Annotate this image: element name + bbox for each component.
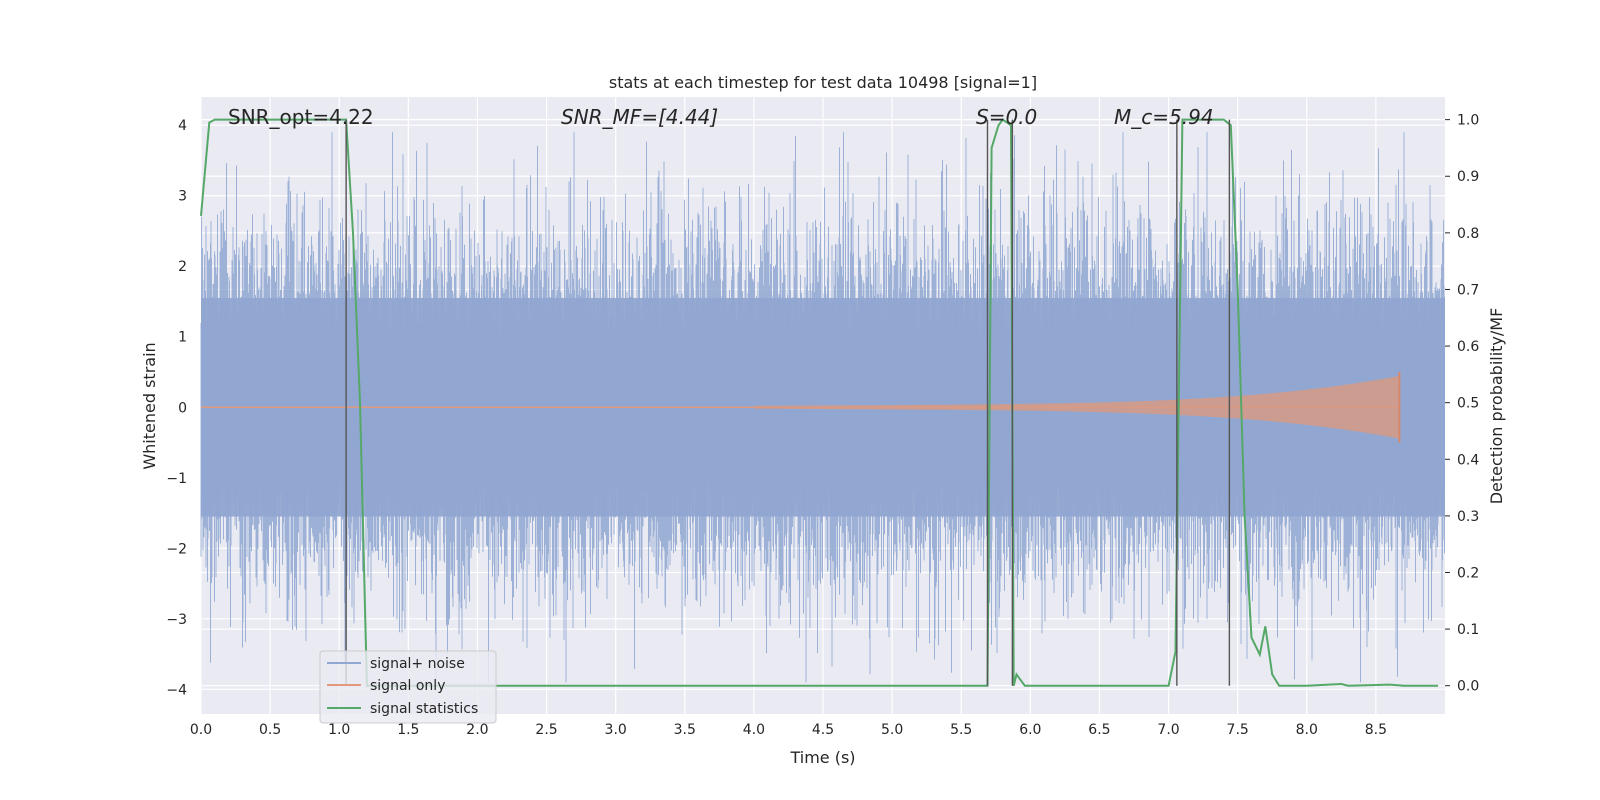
annotation-snr-opt: SNR_opt=4.22 — [228, 105, 374, 129]
x-tick-label: 2.0 — [466, 722, 488, 738]
x-tick-label: 4.0 — [743, 722, 765, 738]
y-right-tick-labels: 0.0 0.1 0.2 0.3 0.4 0.5 0.6 0.7 0.8 0.9 1.0 — [1445, 113, 1479, 695]
y-left-tick-label: 2 — [178, 259, 187, 275]
legend-box — [319, 650, 497, 724]
x-axis-label: Time (s) — [789, 748, 855, 767]
y-left-tick-label: 1 — [178, 330, 187, 346]
annotation-snr-mf: SNR_MF=[4.44] — [561, 105, 718, 129]
x-tick-label: 6.5 — [1088, 722, 1110, 738]
y-left-tick-label: 3 — [178, 189, 187, 205]
x-tick-label: 3.5 — [674, 722, 696, 738]
y-left-tick-label: −2 — [166, 541, 187, 557]
y-right-tick-label: 0.2 — [1457, 565, 1479, 581]
y-left-tick-label: −1 — [166, 471, 187, 487]
x-tick-label: 0.5 — [259, 722, 281, 738]
y-left-tick-labels: −4 −3 −2 −1 0 1 2 3 4 — [166, 118, 187, 698]
chart-title: stats at each timestep for test data 104… — [609, 73, 1037, 92]
y-right-tick-label: 0.4 — [1457, 452, 1479, 468]
y-right-tick-label: 0.8 — [1457, 226, 1479, 242]
x-tick-label: 8.5 — [1365, 722, 1387, 738]
y-left-tick-label: 0 — [178, 400, 187, 416]
series-signal-only — [201, 372, 1401, 443]
x-tick-label: 7.0 — [1157, 722, 1179, 738]
x-tick-label: 3.0 — [605, 722, 627, 738]
statistics-line — [200, 118, 1439, 687]
x-tick-label: 1.5 — [397, 722, 419, 738]
y-left-tick-label: −4 — [166, 682, 187, 698]
y-right-tick-label: 0.1 — [1457, 622, 1479, 638]
annotation-s: S=0.0 — [976, 105, 1037, 129]
y-right-tick-label: 0.5 — [1457, 396, 1479, 412]
x-tick-label: 2.5 — [535, 722, 557, 738]
y-right-tick-label: 0.7 — [1457, 282, 1479, 298]
y-left-tick-label: −3 — [166, 612, 187, 628]
legend-label-noise: signal+ noise — [370, 656, 465, 672]
x-tick-label: 7.5 — [1227, 722, 1249, 738]
legend-label-signal: signal only — [370, 678, 445, 694]
y-right-tick-label: 0.3 — [1457, 509, 1479, 525]
x-tick-label: 1.0 — [328, 722, 350, 738]
y-axis-label-left: Whitened strain — [140, 342, 159, 469]
y-right-tick-label: 0.6 — [1457, 339, 1479, 355]
legend-label-stats: signal statistics — [370, 701, 478, 717]
y-right-tick-label: 1.0 — [1457, 113, 1479, 129]
y-right-tick-label: 0.9 — [1457, 169, 1479, 185]
detection-vertical-lines — [345, 119, 1231, 686]
annotation-mc: M_c=5.94 — [1114, 105, 1214, 129]
annotations: SNR_opt=4.22 SNR_MF=[4.44] S=0.0 M_c=5.9… — [228, 105, 1214, 129]
x-tick-label: 5.5 — [950, 722, 972, 738]
legend: signal+ noise signal only signal statist… — [319, 650, 497, 724]
x-tick-label: 6.0 — [1019, 722, 1041, 738]
y-axis-label-right: Detection probability/MF — [1487, 308, 1506, 505]
x-tick-label: 0.0 — [190, 722, 212, 738]
series-signal-statistics — [200, 118, 1439, 687]
x-tick-label: 4.5 — [812, 722, 834, 738]
y-right-tick-label: 0.0 — [1457, 679, 1479, 695]
x-tick-label: 8.0 — [1296, 722, 1318, 738]
x-tick-label: 5.0 — [881, 722, 903, 738]
y-left-tick-label: 4 — [178, 118, 187, 134]
x-tick-labels: 0.0 0.5 1.0 1.5 2.0 2.5 3.0 3.5 4.0 4.5 5.0 5.5 6.0 6… — [190, 722, 1387, 738]
signal-chirp — [753, 372, 1400, 443]
